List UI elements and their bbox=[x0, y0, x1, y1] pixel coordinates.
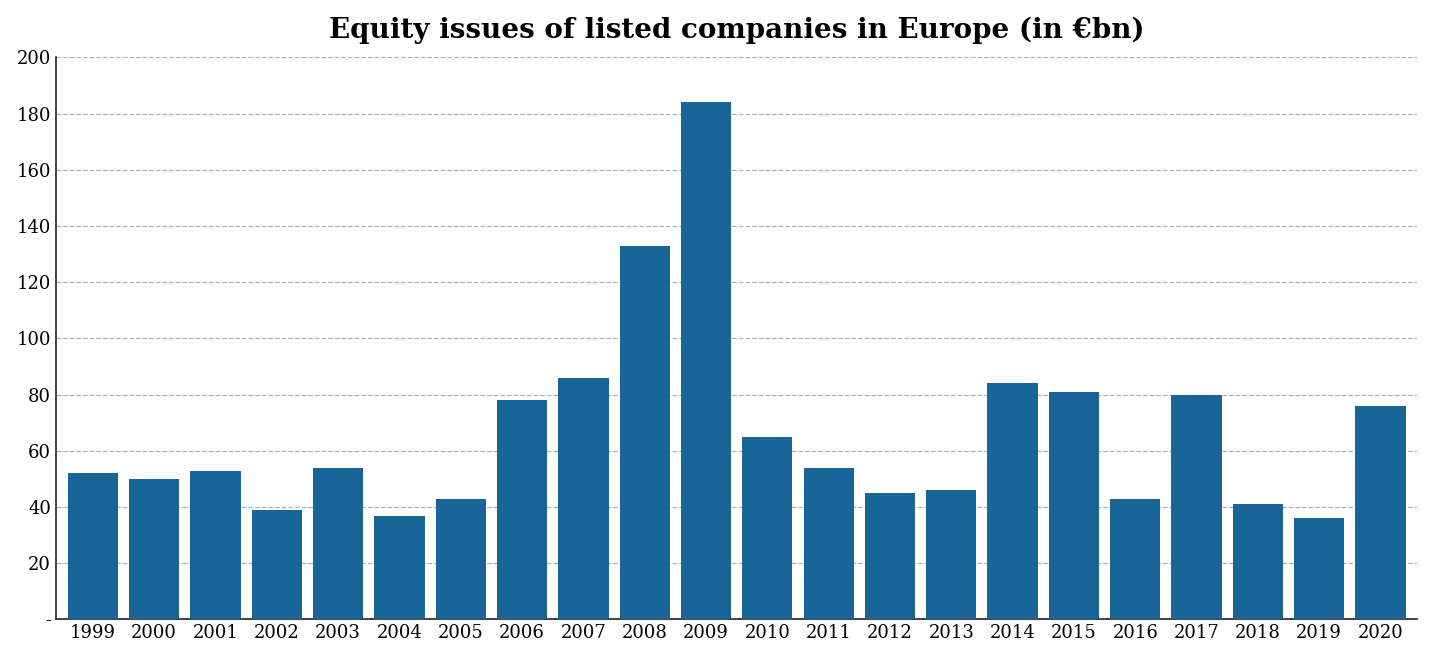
Bar bbox=[129, 479, 179, 619]
Bar bbox=[926, 490, 977, 619]
Bar bbox=[558, 378, 608, 619]
Bar bbox=[743, 437, 793, 619]
Bar bbox=[803, 468, 853, 619]
Bar bbox=[1048, 392, 1098, 619]
Bar bbox=[498, 400, 548, 619]
Bar bbox=[374, 515, 424, 619]
Bar bbox=[1172, 395, 1222, 619]
Bar bbox=[67, 473, 118, 619]
Title: Equity issues of listed companies in Europe (in €bn): Equity issues of listed companies in Eur… bbox=[328, 16, 1144, 44]
Bar bbox=[1110, 499, 1160, 619]
Bar bbox=[988, 384, 1038, 619]
Bar bbox=[865, 493, 915, 619]
Bar bbox=[313, 468, 363, 619]
Bar bbox=[1293, 519, 1344, 619]
Bar bbox=[681, 102, 731, 619]
Bar bbox=[191, 471, 241, 619]
Bar bbox=[1355, 406, 1405, 619]
Bar bbox=[251, 510, 303, 619]
Bar bbox=[1233, 504, 1283, 619]
Bar bbox=[436, 499, 486, 619]
Bar bbox=[619, 246, 670, 619]
